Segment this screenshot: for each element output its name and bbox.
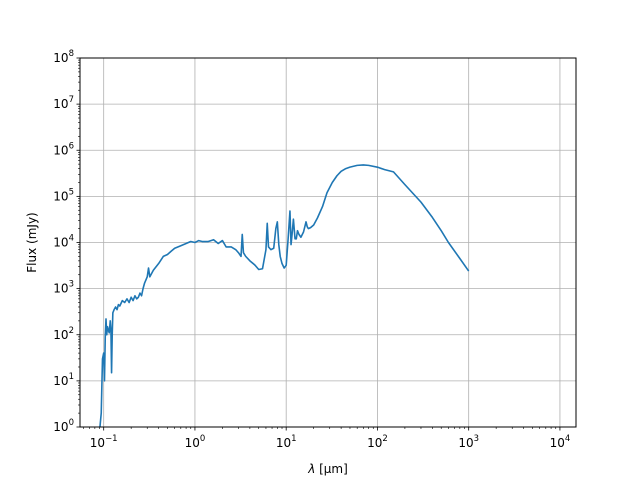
y-tick-label: 108 (53, 49, 74, 65)
y-tick-label: 105 (53, 187, 74, 203)
series-line-0 (99, 164, 470, 428)
x-tick-label: 102 (367, 434, 388, 450)
x-tick-base: 10 (276, 436, 291, 450)
y-tick-label: 106 (53, 141, 74, 157)
y-tick-exponent: 1 (69, 372, 74, 382)
series-layer (99, 164, 470, 428)
x-tick-label: 100 (185, 434, 206, 450)
x-tick-exponent: 1 (291, 434, 296, 444)
x-tick-base: 10 (185, 436, 200, 450)
x-tick-label: 104 (550, 434, 571, 450)
y-tick-exponent: 5 (69, 187, 74, 197)
y-tick-label: 104 (53, 234, 74, 250)
y-tick-base: 10 (53, 420, 68, 434)
y-tick-base: 10 (53, 328, 68, 342)
x-tick-exponent: 0 (200, 434, 205, 444)
x-tick-exponent: 4 (565, 434, 570, 444)
y-tick-base: 10 (53, 51, 68, 65)
y-tick-base: 10 (53, 189, 68, 203)
x-tick-label: 103 (458, 434, 479, 450)
y-tick-base: 10 (53, 143, 68, 157)
y-tick-exponent: 2 (69, 326, 74, 336)
x-tick-base: 10 (458, 436, 473, 450)
y-tick-base: 10 (53, 236, 68, 250)
x-tick-label: 101 (276, 434, 297, 450)
y-tick-label: 101 (53, 372, 74, 388)
y-tick-base: 10 (53, 97, 68, 111)
y-tick-exponent: 8 (69, 49, 74, 59)
x-tick-exponent: −1 (105, 434, 118, 444)
x-tick-label: 10−1 (90, 434, 118, 450)
y-axis-label: Flux (mJy) (25, 212, 39, 272)
y-tick-label: 107 (53, 95, 74, 111)
y-tick-exponent: 6 (69, 141, 74, 151)
x-tick-exponent: 3 (474, 434, 479, 444)
y-tick-exponent: 0 (69, 418, 74, 428)
y-tick-exponent: 4 (69, 234, 74, 244)
x-axis-ticks: 10−1 100 101 102 103 104 (83, 427, 570, 450)
x-tick-exponent: 2 (382, 434, 387, 444)
y-tick-label: 100 (53, 418, 74, 434)
x-axis-label-unit: [μm] (315, 462, 348, 476)
x-tick-base: 10 (550, 436, 565, 450)
y-tick-base: 10 (53, 282, 68, 296)
y-tick-base: 10 (53, 374, 68, 388)
x-axis-label-symbol: λ (307, 462, 315, 476)
y-tick-label: 102 (53, 326, 74, 342)
x-axis-label: λ [μm] (307, 462, 348, 476)
y-tick-exponent: 7 (69, 95, 74, 105)
x-tick-base: 10 (90, 436, 105, 450)
y-tick-exponent: 3 (69, 280, 74, 290)
y-tick-label: 103 (53, 280, 74, 296)
x-tick-base: 10 (367, 436, 382, 450)
